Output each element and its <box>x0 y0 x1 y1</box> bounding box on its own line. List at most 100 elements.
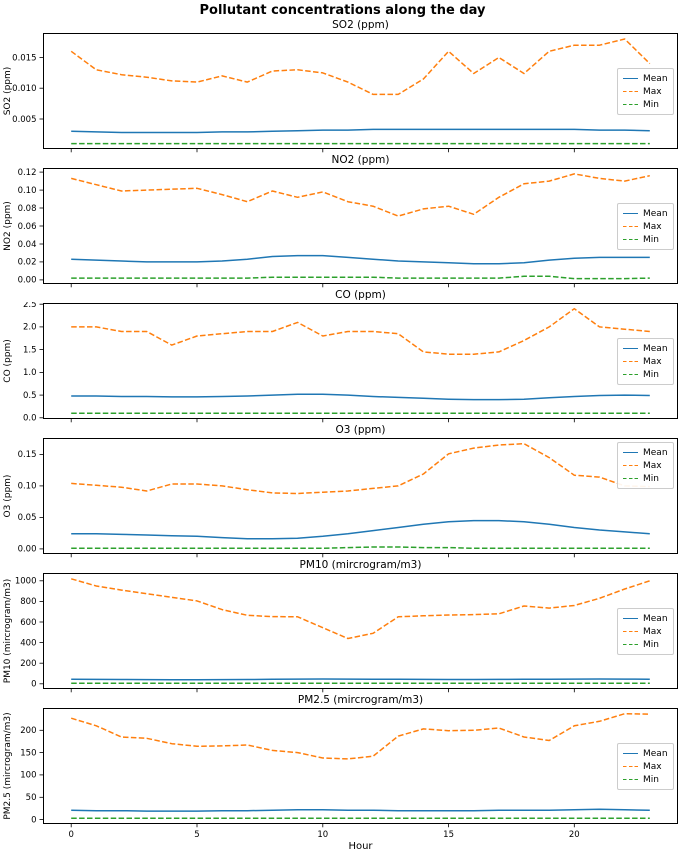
y-tick-label: 0.005 <box>12 115 36 125</box>
y-tick-label: 1000 <box>15 577 37 587</box>
y-tick-label: 0.05 <box>18 513 37 523</box>
x-tick-label: 20 <box>569 830 580 840</box>
series-line-min <box>71 275 650 280</box>
subplot-pm10: PM10 (mircrogram/m3) 0 200 400 600 800 1000 PM1… <box>0 559 685 694</box>
y-axis-label: SO2 (ppm) <box>3 67 13 116</box>
y-tick-label: 200 <box>20 659 36 669</box>
legend-solid-line-sample <box>623 77 638 80</box>
legend-dashed-line-sample <box>623 643 638 646</box>
legend-label: Mean <box>643 73 668 84</box>
y-tick-label: 0.015 <box>12 53 36 63</box>
y-tick-label: 600 <box>20 618 36 628</box>
legend-label: Min <box>643 774 659 785</box>
plot-wrap: 0.00 0.05 0.10 0.15 O3 (ppm) Mean Max Min <box>0 437 685 559</box>
series-line-max <box>71 173 650 217</box>
legend-dashed-line-sample <box>623 238 638 241</box>
y-tick-label: 400 <box>20 638 36 648</box>
x-tick-label: 15 <box>443 830 454 840</box>
y-axis-label: O3 (ppm) <box>3 475 13 518</box>
legend-entry-min: Min <box>623 774 669 785</box>
y-tick-label: 0.00 <box>18 276 37 286</box>
y-tick-label: 0 <box>31 680 36 690</box>
plot-area: 0.00 0.05 0.10 0.15 O3 (ppm) <box>3 438 678 558</box>
legend-label: Min <box>643 99 659 110</box>
legend-entry-max: Max <box>623 761 669 772</box>
y-tick-label: 0.0 <box>23 414 37 424</box>
legend-dashed-line-sample <box>623 360 638 363</box>
subplot-pm2-5: PM2.5 (mircrogram/m3) 0 50 100 150 200 0 5 10 15 2… <box>0 694 685 841</box>
series-line-max <box>70 578 651 640</box>
legend-solid-line-sample <box>623 347 638 350</box>
series-line-mean <box>71 678 650 681</box>
plot-area: 0.005 0.010 0.015 SO2 (ppm) <box>3 33 678 153</box>
subplot-title: NO2 (ppm) <box>331 154 390 166</box>
legend-entry-mean: Mean <box>623 447 669 458</box>
subplot-co: CO (ppm) 0.0 0.5 1.0 1.5 2.0 2.5 CO (ppm) Mean Ma… <box>0 289 685 424</box>
plot-area: 0.00 0.02 0.04 0.06 0.08 0.10 0.12 NO2 (ppm) <box>3 168 678 288</box>
legend-box: Mean Max Min <box>617 608 674 655</box>
series-line-max <box>71 307 650 355</box>
y-tick-label: 0.10 <box>18 186 37 196</box>
y-axis-label: PM10 (mircrogram/m3) <box>3 579 13 683</box>
subplot-so2: SO2 (ppm) 0.005 0.010 0.015 SO2 (ppm) Mean Max… <box>0 19 685 154</box>
figure-title: Pollutant concentrations along the day <box>199 3 486 18</box>
plot-wrap: 0 200 400 600 800 1000 PM10 (mircrogram/m3) Mea… <box>0 572 685 694</box>
plot-frame <box>43 438 678 554</box>
plot-wrap: 0.00 0.02 0.04 0.06 0.08 0.10 0.12 NO2 (ppm) Mea… <box>0 167 685 289</box>
x-tick-label: 10 <box>317 830 328 840</box>
legend-label: Max <box>643 221 662 232</box>
subplot-title: O3 (ppm) <box>335 424 386 436</box>
legend-label: Max <box>643 460 662 471</box>
legend-entry-max: Max <box>623 356 669 367</box>
legend-label: Min <box>643 234 659 245</box>
legend-entry-min: Min <box>623 99 669 110</box>
legend-entry-mean: Mean <box>623 208 669 219</box>
y-tick-label: 0.04 <box>18 240 37 250</box>
legend-label: Mean <box>643 447 668 458</box>
legend-entry-mean: Mean <box>623 343 669 354</box>
y-tick-label: 0.00 <box>18 545 37 555</box>
legend-label: Min <box>643 473 659 484</box>
subplot-title: PM10 (mircrogram/m3) <box>299 559 422 571</box>
series-line-max <box>70 712 650 760</box>
y-tick-label: 1.5 <box>23 345 37 355</box>
x-tick-label: 0 <box>68 830 73 840</box>
plot-frame <box>43 573 678 689</box>
legend-entry-max: Max <box>623 460 669 471</box>
legend-label: Mean <box>643 343 668 354</box>
charts-container: SO2 (ppm) 0.005 0.010 0.015 SO2 (ppm) Mean Max… <box>0 19 685 841</box>
subplot-title: CO (ppm) <box>335 289 386 301</box>
legend-label: Mean <box>643 208 668 219</box>
legend-label: Mean <box>643 748 668 759</box>
legend-dashed-line-sample <box>623 477 638 480</box>
y-tick-label: 2.0 <box>23 323 37 333</box>
x-axis-label: Hour <box>348 841 373 852</box>
y-tick-label: 50 <box>26 793 37 803</box>
legend-entry-min: Min <box>623 639 669 650</box>
y-tick-label: 200 <box>20 726 36 736</box>
legend-entry-mean: Mean <box>623 613 669 624</box>
legend-dashed-line-sample <box>623 103 638 106</box>
legend-entry-min: Min <box>623 234 669 245</box>
legend-dashed-line-sample <box>623 765 638 768</box>
y-tick-label: 0.08 <box>18 204 37 214</box>
subplot-title: PM2.5 (mircrogram/m3) <box>297 694 424 706</box>
legend-box: Mean Max Min <box>617 442 674 489</box>
y-axis-label: PM2.5 (mircrogram/m3) <box>3 712 13 819</box>
y-tick-label: 0.010 <box>12 84 36 94</box>
legend-label: Min <box>643 639 659 650</box>
y-tick-label: 150 <box>20 748 36 758</box>
y-tick-label: 0.12 <box>18 168 37 178</box>
legend-solid-line-sample <box>623 617 638 620</box>
legend-solid-line-sample <box>623 212 638 215</box>
legend-box: Mean Max Min <box>617 203 674 250</box>
legend-dashed-line-sample <box>623 373 638 376</box>
legend-label: Max <box>643 86 662 97</box>
plot-area: 0 50 100 150 200 0 5 10 15 20 PM2.5 (mircrogram/m3… <box>3 708 678 840</box>
y-tick-label: 800 <box>20 597 36 607</box>
legend-entry-mean: Mean <box>623 73 669 84</box>
plot-frame <box>43 33 678 149</box>
legend-label: Mean <box>643 613 668 624</box>
